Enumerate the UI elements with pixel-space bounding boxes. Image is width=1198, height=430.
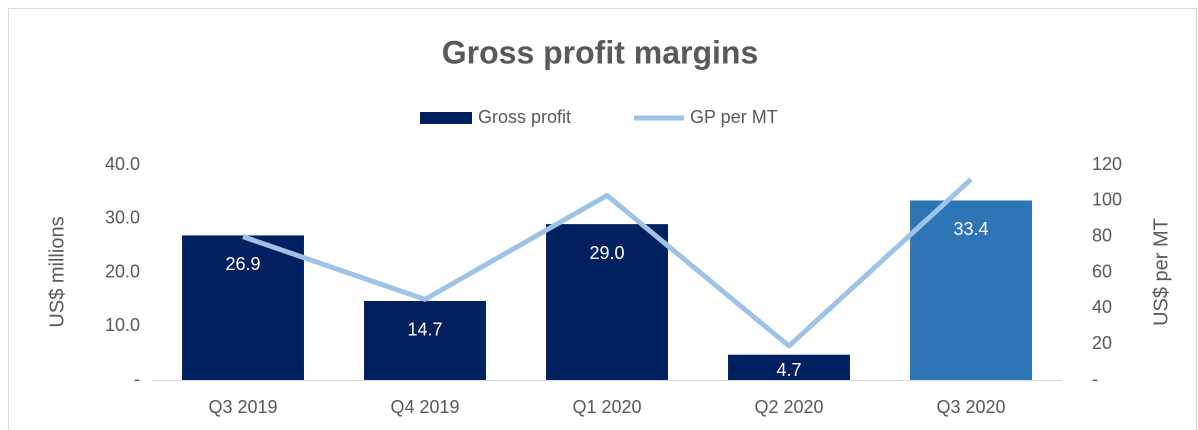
y-tick-label: 40.0 bbox=[105, 154, 140, 174]
y2-tick-label: - bbox=[1092, 369, 1098, 389]
bar bbox=[546, 224, 668, 380]
legend-swatch bbox=[420, 112, 472, 124]
chart-frame bbox=[8, 8, 1197, 430]
data-label: 33.4 bbox=[953, 219, 988, 239]
legend-label: GP per MT bbox=[690, 107, 778, 127]
data-label: 4.7 bbox=[776, 360, 801, 380]
y-tick-label: 20.0 bbox=[105, 261, 140, 281]
y2-tick-label: 60 bbox=[1092, 261, 1112, 281]
chart-title: Gross profit margins bbox=[442, 34, 759, 70]
y2-tick-label: 100 bbox=[1092, 190, 1122, 210]
y-tick-label: - bbox=[134, 369, 140, 389]
x-tick-label: Q1 2020 bbox=[572, 397, 641, 417]
x-tick-label: Q2 2020 bbox=[754, 397, 823, 417]
y2-tick-label: 40 bbox=[1092, 297, 1112, 317]
x-tick-label: Q3 2019 bbox=[208, 397, 277, 417]
y-tick-label: 30.0 bbox=[105, 208, 140, 228]
y-tick-label: 10.0 bbox=[105, 315, 140, 335]
y2-axis-title: US$ per MT bbox=[1150, 218, 1172, 326]
y2-tick-label: 80 bbox=[1092, 225, 1112, 245]
y2-tick-label: 20 bbox=[1092, 333, 1112, 353]
data-label: 26.9 bbox=[225, 254, 260, 274]
y-axis-title: US$ millions bbox=[46, 216, 68, 327]
data-label: 14.7 bbox=[407, 320, 442, 340]
y2-tick-label: 120 bbox=[1092, 154, 1122, 174]
x-tick-label: Q4 2019 bbox=[390, 397, 459, 417]
data-label: 29.0 bbox=[589, 243, 624, 263]
legend-label: Gross profit bbox=[478, 107, 571, 127]
bar bbox=[182, 235, 304, 380]
bar bbox=[910, 200, 1032, 380]
bar bbox=[728, 354, 850, 380]
line-series bbox=[242, 177, 973, 349]
x-tick-label: Q3 2020 bbox=[936, 397, 1005, 417]
bar bbox=[364, 300, 486, 380]
